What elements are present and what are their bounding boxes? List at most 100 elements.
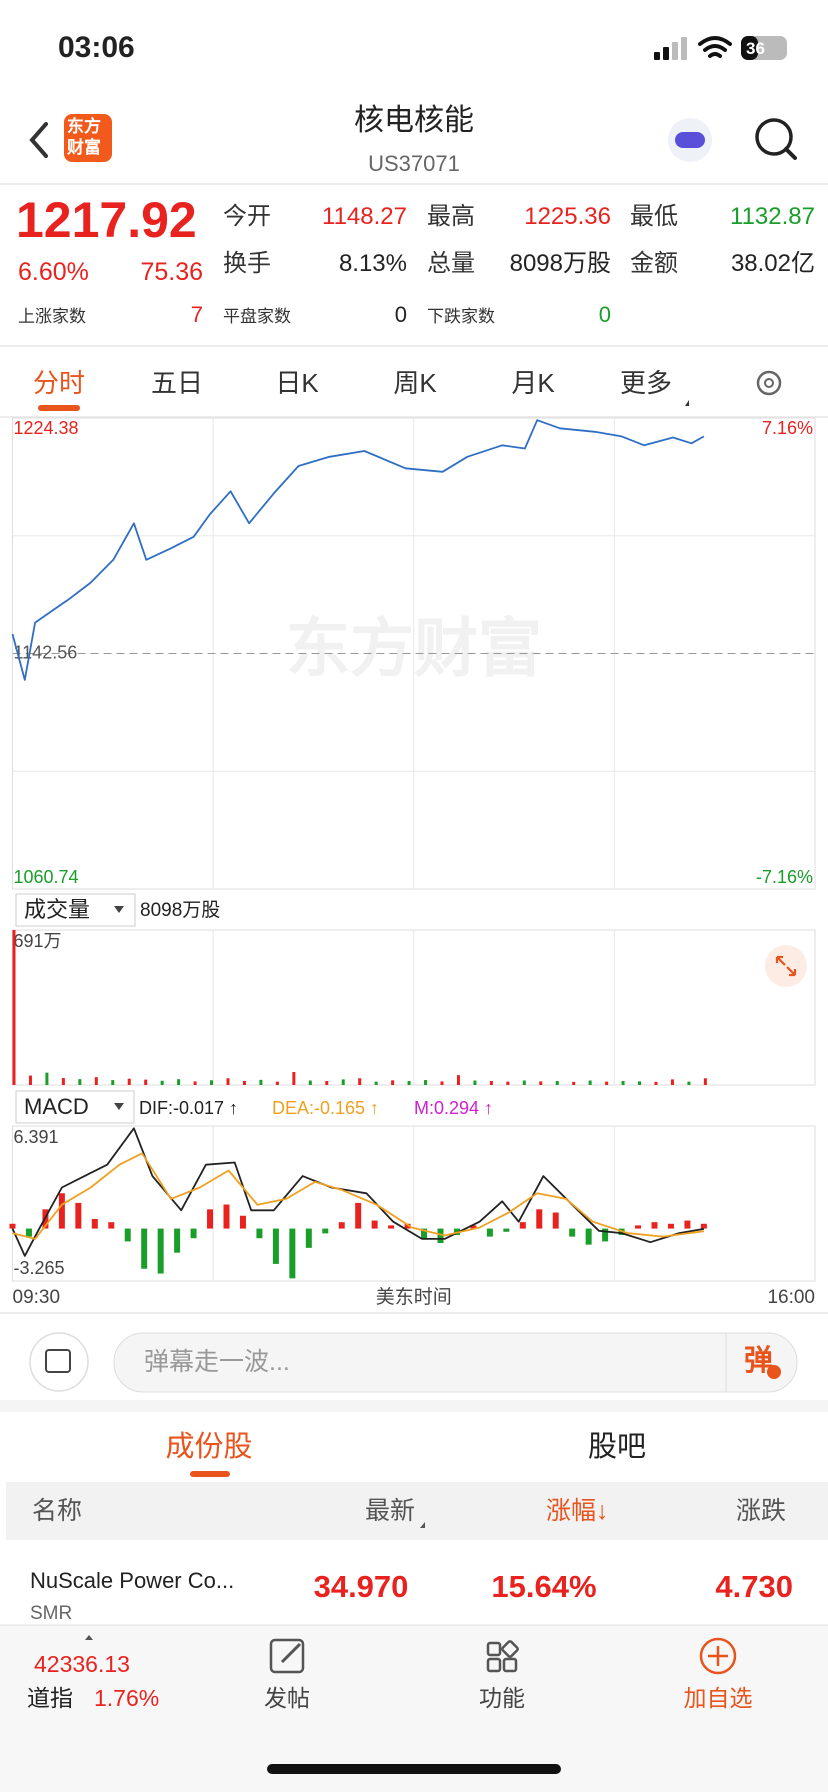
logo-text: 财富 xyxy=(67,138,101,157)
macd-bar xyxy=(371,1220,378,1229)
list-tab[interactable]: 成份股 xyxy=(165,1431,253,1463)
volume-bar xyxy=(621,1080,625,1085)
volume-bar xyxy=(440,1081,444,1085)
post-icon[interactable] xyxy=(269,1638,305,1674)
chart-tab[interactable]: 月K xyxy=(511,368,555,398)
danmu-send[interactable]: 弹 xyxy=(744,1345,774,1377)
expand-icon[interactable] xyxy=(765,945,807,987)
field-label: 换手 xyxy=(223,250,271,277)
function-icon[interactable] xyxy=(486,1640,519,1673)
volume-bar xyxy=(473,1080,477,1085)
macd-bar xyxy=(289,1228,296,1279)
volume-bar xyxy=(12,930,16,1085)
volume-bar xyxy=(456,1075,460,1085)
battery-level xyxy=(741,36,758,60)
field-label: 最高 xyxy=(427,203,475,230)
volume-bar xyxy=(424,1080,428,1085)
volume-bar xyxy=(572,1081,576,1085)
macd-bar xyxy=(305,1228,312,1248)
x-axis-label: 美东时间 xyxy=(376,1286,452,1308)
chart-tab[interactable]: 五日 xyxy=(150,368,204,398)
field-label: 金额 xyxy=(630,250,678,277)
send-badge xyxy=(767,1365,781,1379)
column-header[interactable]: 涨幅↓ xyxy=(546,1497,609,1525)
column-header[interactable]: 涨跌 xyxy=(736,1497,787,1525)
macd-bar xyxy=(503,1228,510,1232)
list-tab[interactable]: 股吧 xyxy=(587,1431,647,1463)
x-axis-label: 09:30 xyxy=(13,1287,61,1308)
macd-bar xyxy=(58,1193,65,1229)
battery-level-text: 36 xyxy=(746,39,765,58)
danmu-toggle[interactable] xyxy=(29,1332,89,1392)
chart-tab[interactable]: 分时 xyxy=(32,368,86,398)
volume-bar xyxy=(275,1081,279,1085)
stock-name[interactable]: NuScale Power Co... xyxy=(30,1568,235,1593)
chart-tab[interactable]: 日K xyxy=(275,368,319,398)
comment-input[interactable] xyxy=(113,1332,798,1393)
macd-bar xyxy=(338,1222,345,1229)
search-icon[interactable] xyxy=(755,118,793,156)
volume-selector[interactable] xyxy=(15,893,136,927)
macd-bar xyxy=(684,1220,691,1229)
page-subtitle: US37071 xyxy=(368,151,460,176)
column-header[interactable]: 最新 xyxy=(364,1497,415,1525)
macd-legend: M:0.294 ↑ xyxy=(414,1098,494,1118)
volume-bar xyxy=(605,1081,609,1085)
volume-bar xyxy=(687,1081,691,1085)
settings-icon[interactable] xyxy=(756,370,782,396)
add-watch-icon[interactable] xyxy=(699,1637,737,1675)
volume-bar xyxy=(506,1081,510,1085)
macd-bar xyxy=(124,1228,131,1242)
back-icon[interactable] xyxy=(29,122,48,158)
robot-face xyxy=(675,132,705,148)
nav-item[interactable]: 功能 xyxy=(479,1685,525,1711)
volume-bar xyxy=(127,1078,131,1085)
volume-bar xyxy=(341,1079,345,1085)
table-header-bg xyxy=(6,1482,828,1540)
volume-bar xyxy=(391,1080,395,1085)
macd-bar xyxy=(585,1228,592,1245)
volume-bar xyxy=(539,1081,543,1085)
index-change: 1.76% xyxy=(94,1685,160,1711)
nav-item[interactable]: 加自选 xyxy=(683,1685,753,1711)
macd-bar xyxy=(667,1223,674,1229)
macd-bar xyxy=(207,1209,214,1229)
page-title: 核电核能 xyxy=(354,104,474,137)
index-value: 42336.13 xyxy=(34,1651,130,1677)
y-tick-label: 6.391 xyxy=(14,1127,59,1147)
volume-bar xyxy=(522,1080,526,1085)
macd-bar xyxy=(25,1228,32,1237)
chart-tab[interactable]: 更多 xyxy=(619,368,673,398)
volume-bar xyxy=(259,1079,263,1085)
volume-bar xyxy=(177,1079,181,1085)
more-caret xyxy=(685,400,689,406)
field-value: 38.02亿 xyxy=(730,250,815,277)
macd-selector[interactable] xyxy=(15,1090,135,1124)
field-value: 1225.36 xyxy=(524,203,611,230)
change-amount: 75.36 xyxy=(140,258,203,286)
volume-selector-text[interactable]: 成交量 xyxy=(24,897,91,922)
volume-bar xyxy=(193,1081,197,1085)
macd-bar xyxy=(388,1225,395,1229)
nav-item[interactable]: 发帖 xyxy=(264,1685,310,1711)
macd-bar xyxy=(75,1202,82,1229)
home-indicator xyxy=(267,1764,561,1774)
macd-selector-text[interactable]: MACD xyxy=(24,1094,89,1119)
macd-bar xyxy=(536,1209,543,1229)
logo-badge xyxy=(64,114,112,162)
danmu-icon xyxy=(45,1349,71,1373)
comment-placeholder: 弹幕走一波... xyxy=(144,1348,290,1376)
stock-price: 34.970 xyxy=(313,1569,409,1604)
field-value: 1132.87 xyxy=(730,203,815,230)
sort-caret xyxy=(420,1522,425,1528)
macd-legend: DEA:-0.165 ↑ xyxy=(272,1098,380,1118)
macd-bar xyxy=(91,1218,98,1229)
field-value: 8098万股 xyxy=(509,250,611,277)
chart-tab[interactable]: 周K xyxy=(393,368,437,398)
volume-bar xyxy=(358,1078,362,1085)
change-percent: 6.60% xyxy=(18,258,89,286)
macd-bar xyxy=(174,1228,181,1253)
macd-bar xyxy=(651,1222,658,1229)
column-header[interactable]: 名称 xyxy=(32,1497,83,1525)
price-line xyxy=(11,419,705,681)
